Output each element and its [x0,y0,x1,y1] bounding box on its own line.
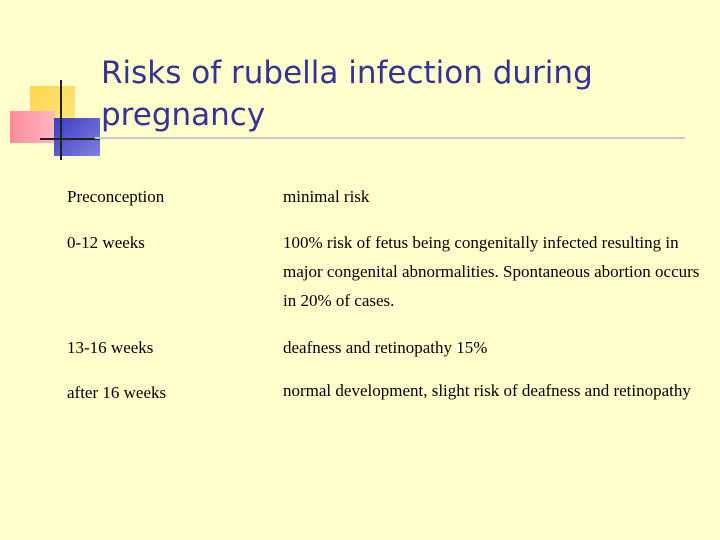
pregnancy-stage: after 16 weeks [67,383,167,402]
risk-description: deafness and retinopathy 15% [283,338,488,357]
decorative-pink-bar [10,111,55,143]
pregnancy-stage: 13-16 weeks [67,338,154,357]
slide-title: Risks of rubella infection during pregna… [101,55,593,133]
title-divider [95,137,685,139]
pregnancy-stage: Preconception [67,187,165,206]
risk-description: 100% risk of fetus being congenitally in… [283,233,700,310]
decorative-horizontal-line [40,138,100,140]
risk-description: normal development, slight risk of deafn… [283,381,691,400]
decorative-vertical-line [60,80,62,160]
risk-description: minimal risk [283,187,370,206]
pregnancy-stage: 0-12 weeks [67,233,145,252]
